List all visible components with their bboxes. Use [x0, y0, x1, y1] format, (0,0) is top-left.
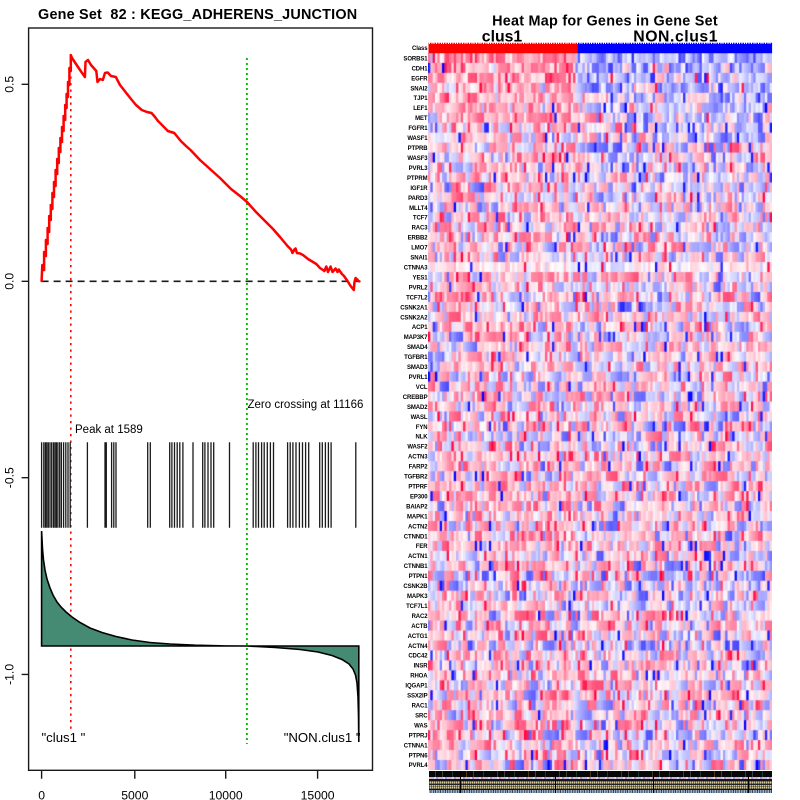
svg-text:TCF7: TCF7: [413, 216, 428, 222]
svg-text:EP300: EP300: [410, 494, 428, 500]
svg-text:0.5: 0.5: [3, 76, 17, 93]
svg-text:RAC1: RAC1: [412, 704, 429, 710]
svg-text:PTPRJ: PTPRJ: [409, 733, 428, 739]
svg-text:10000: 10000: [209, 789, 243, 800]
svg-text:PTPRM: PTPRM: [407, 176, 428, 182]
svg-text:SMAD2: SMAD2: [407, 405, 428, 411]
svg-text:CSNK2B: CSNK2B: [403, 584, 428, 590]
svg-text:WASF2: WASF2: [407, 445, 428, 451]
svg-text:ACTN1: ACTN1: [408, 554, 428, 560]
svg-text:MLLT4: MLLT4: [409, 206, 428, 212]
svg-text:ACTN4: ACTN4: [408, 644, 428, 650]
svg-text:Class: Class: [412, 46, 428, 52]
svg-text:0: 0: [38, 789, 45, 800]
svg-text:0.0: 0.0: [3, 273, 17, 290]
svg-text:SRC: SRC: [415, 713, 428, 719]
svg-text:PTPN6: PTPN6: [409, 753, 429, 759]
svg-text:SNAI1: SNAI1: [410, 256, 428, 262]
svg-text:WASL: WASL: [411, 415, 428, 421]
svg-text:PVRL2: PVRL2: [409, 285, 429, 291]
svg-text:WASF3: WASF3: [407, 156, 428, 162]
svg-text:CDC42: CDC42: [408, 654, 428, 660]
svg-text:INSR: INSR: [414, 664, 429, 670]
svg-text:CREBBP: CREBBP: [403, 395, 428, 401]
svg-text:MAP3K7: MAP3K7: [404, 335, 429, 341]
svg-text:NLK: NLK: [415, 435, 428, 441]
svg-text:PVRL4: PVRL4: [409, 763, 429, 769]
svg-text:Heat Map for Genes in Gene Set: Heat Map for Genes in Gene Set: [492, 13, 718, 29]
svg-text:Zero crossing at 11166: Zero crossing at 11166: [248, 399, 364, 411]
svg-text:CTNNA1: CTNNA1: [404, 743, 428, 749]
svg-text:CSNK2A1: CSNK2A1: [400, 305, 428, 311]
svg-text:TCF7L2: TCF7L2: [406, 295, 428, 301]
svg-text:EGFR: EGFR: [411, 76, 428, 82]
svg-text:VCL: VCL: [416, 385, 428, 391]
svg-text:RAC3: RAC3: [412, 226, 429, 232]
svg-text:YES1: YES1: [413, 275, 429, 281]
svg-text:-0.5: -0.5: [3, 467, 17, 488]
svg-text:"clus1 ": "clus1 ": [42, 730, 86, 745]
svg-text:CSNK2A2: CSNK2A2: [400, 315, 428, 321]
svg-text:CTNNA3: CTNNA3: [404, 266, 428, 272]
svg-text:TJP1: TJP1: [414, 96, 429, 102]
svg-text:TGFBR2: TGFBR2: [404, 475, 428, 481]
svg-text:SNAI2: SNAI2: [410, 86, 428, 92]
svg-text:15000: 15000: [301, 789, 335, 800]
svg-text:TCF7L1: TCF7L1: [406, 604, 428, 610]
svg-text:ACP1: ACP1: [412, 325, 428, 331]
svg-text:ACTB: ACTB: [411, 624, 428, 630]
svg-text:FER: FER: [416, 544, 428, 550]
svg-text:ACTG1: ACTG1: [408, 634, 429, 640]
svg-text:PVRL1: PVRL1: [409, 375, 429, 381]
svg-text:PTPRB: PTPRB: [408, 146, 429, 152]
svg-text:TGFBR1: TGFBR1: [404, 355, 428, 361]
svg-text:FYN: FYN: [416, 425, 428, 431]
svg-text:"NON.clus1 ": "NON.clus1 ": [284, 730, 361, 745]
svg-text:SORBS1: SORBS1: [403, 56, 428, 62]
svg-text:CTNND1: CTNND1: [404, 534, 428, 540]
svg-text:SMAD3: SMAD3: [407, 365, 428, 371]
svg-text:ACTN3: ACTN3: [408, 455, 428, 461]
svg-text:WASF1: WASF1: [407, 136, 428, 142]
svg-text:RHOA: RHOA: [410, 674, 428, 680]
svg-text:-1.0: -1.0: [3, 664, 17, 685]
svg-text:ACTN2: ACTN2: [408, 524, 428, 530]
svg-text:PTPRF: PTPRF: [408, 485, 428, 491]
svg-text:NON.clus1: NON.clus1: [633, 29, 718, 46]
svg-text:ERBB2: ERBB2: [408, 236, 429, 242]
svg-text:FARP2: FARP2: [409, 465, 429, 471]
svg-text:MAPK3: MAPK3: [407, 594, 428, 600]
svg-text:WAS: WAS: [414, 723, 427, 729]
svg-text:clus1: clus1: [482, 29, 523, 46]
svg-text:FGFR1: FGFR1: [408, 126, 428, 132]
svg-text:5000: 5000: [121, 789, 148, 800]
svg-text:CTNNB1: CTNNB1: [404, 564, 428, 570]
svg-text:PVRL3: PVRL3: [409, 166, 429, 172]
svg-text:MAPK1: MAPK1: [407, 514, 428, 520]
svg-text:PARD3: PARD3: [408, 196, 428, 202]
svg-text:CDH1: CDH1: [412, 66, 429, 72]
svg-text:LEF1: LEF1: [413, 106, 428, 112]
svg-text:SSX2IP: SSX2IP: [407, 694, 428, 700]
svg-text:BAIAP2: BAIAP2: [406, 504, 428, 510]
svg-text:IGF1R: IGF1R: [410, 186, 428, 192]
svg-text:SMAD4: SMAD4: [407, 345, 428, 351]
svg-text:IQGAP1: IQGAP1: [405, 684, 428, 690]
svg-text:Gene Set 82 : KEGG_ADHERENS_J: Gene Set 82 : KEGG_ADHERENS_JUNCTION: [38, 7, 357, 23]
svg-text:RAC2: RAC2: [412, 614, 429, 620]
svg-text:MET: MET: [415, 116, 428, 122]
svg-text:Peak at 1589: Peak at 1589: [75, 424, 143, 436]
svg-text:PTPN1: PTPN1: [409, 574, 429, 580]
svg-text:LMO7: LMO7: [411, 246, 428, 252]
